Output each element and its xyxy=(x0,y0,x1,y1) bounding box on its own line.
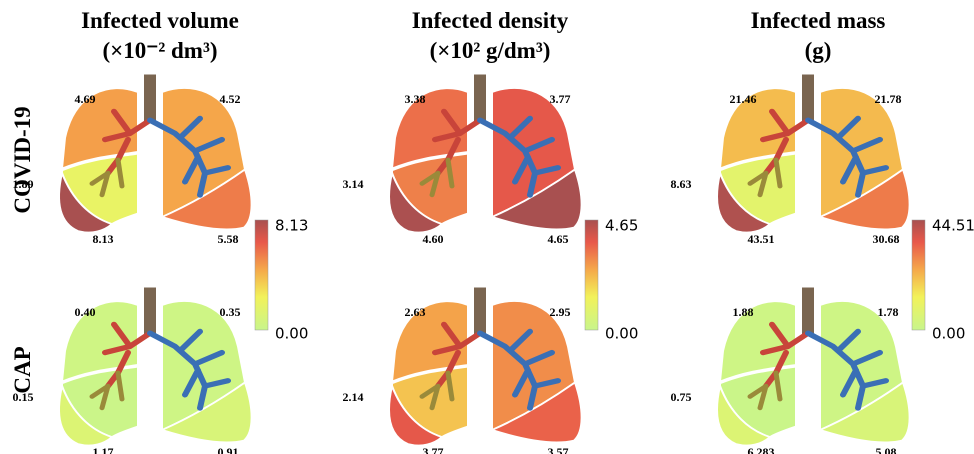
row-label: COVID-19 xyxy=(10,106,35,213)
lobe-value: 5.08 xyxy=(876,445,897,454)
lobe-value: 30.68 xyxy=(873,232,900,246)
lobe xyxy=(817,167,911,231)
lobe xyxy=(159,167,253,231)
lobe-value: 8.13 xyxy=(93,232,114,246)
bronchus xyxy=(147,328,231,411)
trachea xyxy=(474,287,486,335)
lobe xyxy=(58,169,114,234)
trachea xyxy=(144,287,156,335)
lobe-value: 0.75 xyxy=(671,390,692,404)
panel-subtitle: (×10⁻² dm³) xyxy=(102,38,217,63)
lobe xyxy=(58,382,114,447)
lung xyxy=(58,287,253,447)
colorbar xyxy=(584,219,599,331)
lobe-value: 1.88 xyxy=(733,305,754,319)
row-label: CAP xyxy=(10,346,35,393)
colorbar-max: 44.51 xyxy=(932,217,974,235)
lobe-value: 5.58 xyxy=(218,232,239,246)
lung xyxy=(716,74,911,234)
lobe xyxy=(716,169,772,234)
bronchus xyxy=(477,115,561,198)
lobe-value: 4.69 xyxy=(75,92,96,106)
lung xyxy=(388,287,583,447)
colorbar xyxy=(911,219,926,331)
lobe xyxy=(489,380,583,444)
lobe-value: 2.95 xyxy=(550,305,571,319)
panel-title: Infected mass xyxy=(751,8,886,33)
lobe-value: 6.283 xyxy=(748,445,775,454)
lobe xyxy=(388,169,444,234)
bronchus xyxy=(419,370,455,411)
bronchus xyxy=(147,115,231,198)
bronchus xyxy=(747,157,783,198)
bronchus xyxy=(419,157,455,198)
colorbar-max: 8.13 xyxy=(275,217,308,235)
bronchus xyxy=(89,157,125,198)
lobe xyxy=(817,380,911,444)
bronchus xyxy=(747,370,783,411)
lobe-value: 2.14 xyxy=(343,390,364,404)
colorbar-min: 0.00 xyxy=(275,325,308,343)
bronchus xyxy=(477,328,561,411)
panel-title: Infected volume xyxy=(81,8,239,33)
lobe xyxy=(489,167,583,231)
colorbar-max: 4.65 xyxy=(605,217,638,235)
lobe-value: 3.57 xyxy=(548,445,569,454)
panel-subtitle: (g) xyxy=(805,38,832,63)
lobe xyxy=(716,382,772,447)
lung xyxy=(388,74,583,234)
lobe-value: 21.46 xyxy=(730,92,757,106)
lobe-value: 0.40 xyxy=(75,305,96,319)
trachea xyxy=(802,74,814,122)
lobe-value: 21.78 xyxy=(875,92,902,106)
trachea xyxy=(144,74,156,122)
panel-subtitle: (×10² g/dm³) xyxy=(430,38,551,63)
trachea xyxy=(802,287,814,335)
lobe-value: 4.60 xyxy=(423,232,444,246)
lobe-value: 3.77 xyxy=(550,92,571,106)
colorbar-min: 0.00 xyxy=(605,325,638,343)
lobe-value: 1.89 xyxy=(13,177,34,191)
lobe-value: 0.15 xyxy=(13,390,34,404)
lobe-value: 3.77 xyxy=(423,445,444,454)
lung xyxy=(716,287,911,447)
lobe-value: 2.63 xyxy=(405,305,426,319)
lobe-value: 0.35 xyxy=(220,305,241,319)
lobe xyxy=(388,382,444,447)
lung xyxy=(58,74,253,234)
panel-title: Infected density xyxy=(412,8,569,33)
lobe-value: 43.51 xyxy=(748,232,775,246)
bronchus xyxy=(805,328,889,411)
lobe-value: 3.14 xyxy=(343,177,364,191)
lobe-value: 0.91 xyxy=(218,445,239,454)
trachea xyxy=(474,74,486,122)
lobe-value: 4.65 xyxy=(548,232,569,246)
lobe-value: 4.52 xyxy=(220,92,241,106)
lobe-value: 1.17 xyxy=(93,445,114,454)
lobe-value: 1.78 xyxy=(878,305,899,319)
colorbar xyxy=(254,219,269,331)
lobe-value: 3.38 xyxy=(405,92,426,106)
bronchus xyxy=(89,370,125,411)
bronchus xyxy=(805,115,889,198)
lobe-value: 8.63 xyxy=(671,177,692,191)
colorbar-min: 0.00 xyxy=(932,325,965,343)
lobe xyxy=(159,380,253,444)
